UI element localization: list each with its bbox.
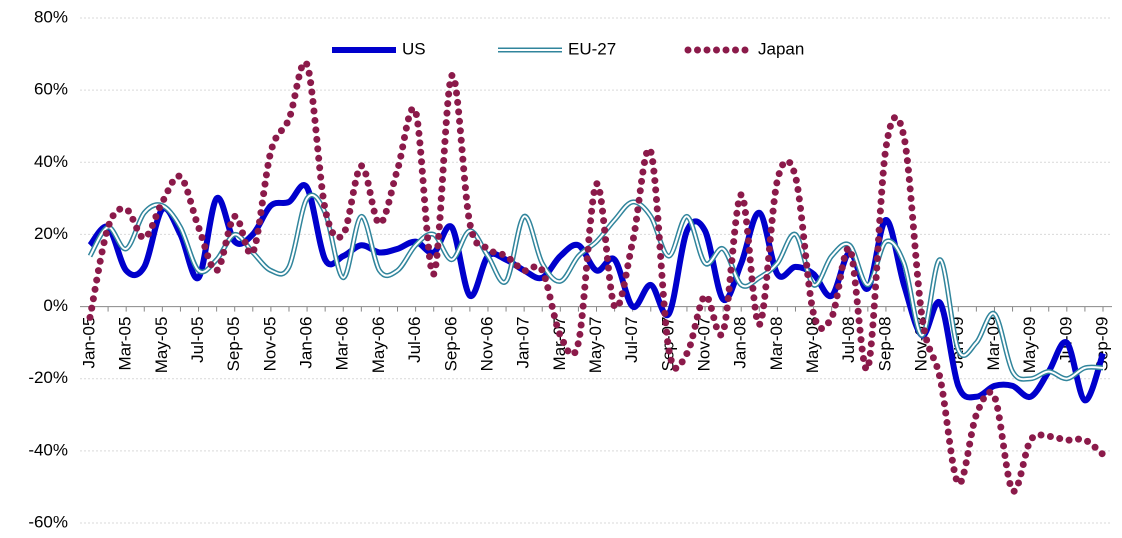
x-tick-label: Mar-05 xyxy=(116,317,135,371)
x-tick-label: Sep-08 xyxy=(875,317,894,372)
x-tick-label: Sep-05 xyxy=(224,317,243,372)
x-tick-label: Jan-05 xyxy=(79,317,98,369)
x-tick-label: Mar-06 xyxy=(333,317,352,371)
x-tick-label: Nov-05 xyxy=(260,317,279,372)
legend-label: EU-27 xyxy=(568,39,616,58)
x-tick-label: May-05 xyxy=(152,317,171,374)
x-tick-label: Nov-07 xyxy=(695,317,714,372)
y-tick-label: -40% xyxy=(28,440,68,459)
line-inner xyxy=(89,193,1104,381)
x-tick-label: Mar-09 xyxy=(984,317,1003,371)
line xyxy=(86,58,1107,495)
x-tick-label: May-07 xyxy=(586,317,605,374)
x-tick-label: Mar-07 xyxy=(550,317,569,371)
y-tick-label: -60% xyxy=(28,512,68,531)
y-tick-label: 80% xyxy=(34,7,68,26)
y-tick-label: 60% xyxy=(34,80,68,99)
legend-label: Japan xyxy=(758,39,804,58)
line xyxy=(87,182,1106,404)
x-tick-label: Nov-06 xyxy=(477,317,496,372)
y-tick-label: 40% xyxy=(34,152,68,171)
x-tick-label: Sep-06 xyxy=(441,317,460,372)
x-tick-label: Jul-05 xyxy=(188,317,207,363)
x-tick-label: Jan-06 xyxy=(297,317,316,369)
legend-label: US xyxy=(402,39,426,58)
x-tick-label: Jul-07 xyxy=(622,317,641,363)
x-tick-label: Jan-08 xyxy=(731,317,750,369)
x-tick-label: May-08 xyxy=(803,317,822,374)
x-tick-label: May-09 xyxy=(1020,317,1039,374)
y-tick-label: 0% xyxy=(43,296,68,315)
x-tick-label: Mar-08 xyxy=(767,317,786,371)
x-tick-label: May-06 xyxy=(369,317,388,374)
y-tick-label: -20% xyxy=(28,368,68,387)
x-tick-label: Sep-09 xyxy=(1092,317,1111,372)
x-tick-label: Jul-06 xyxy=(405,317,424,363)
y-tick-label: 20% xyxy=(34,224,68,243)
x-tick-label: Jan-07 xyxy=(514,317,533,369)
x-tick-label: Jul-08 xyxy=(839,317,858,363)
